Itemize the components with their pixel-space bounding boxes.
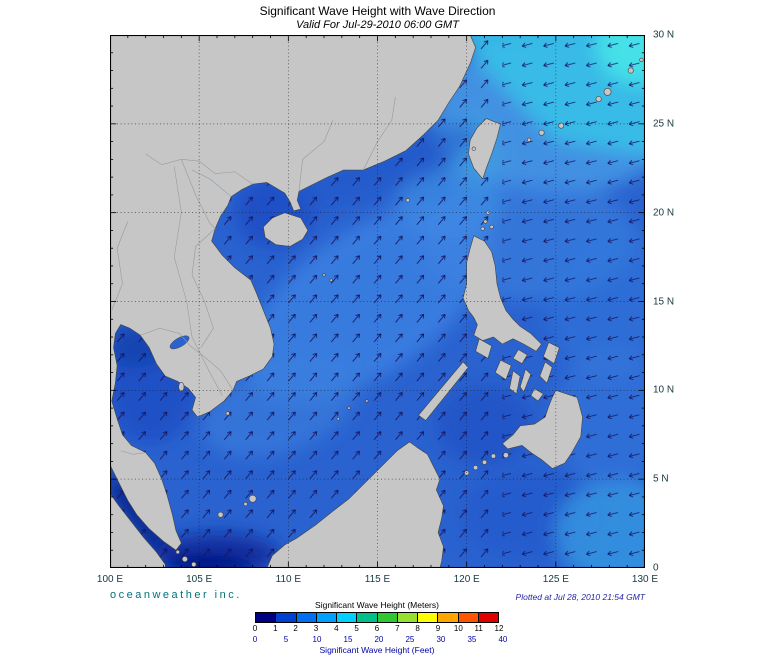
- feet-tick: 35: [467, 635, 477, 644]
- island-taiwan: [468, 118, 501, 180]
- meters-tick: 8: [415, 624, 420, 633]
- meters-tick: 7: [395, 624, 400, 633]
- legend-meters-label: Significant Wave Height (Meters): [315, 600, 439, 610]
- island-negros: [509, 370, 521, 395]
- island-samar: [543, 342, 560, 364]
- plot-frame: [110, 35, 645, 568]
- feet-tick: 20: [374, 635, 384, 644]
- feet-tick: 40: [498, 635, 508, 644]
- y-tick-label: 10 N: [653, 384, 675, 396]
- meters-tick: 11: [474, 624, 483, 633]
- feet-tick: 10: [312, 635, 322, 644]
- colorbar-segment: [397, 613, 418, 622]
- colorbar-segment: [418, 613, 439, 622]
- wave-map: [110, 35, 645, 568]
- feet-tick: 25: [405, 635, 415, 644]
- colorbar-segment: [296, 613, 317, 622]
- meters-tick: 2: [293, 624, 298, 633]
- island-luzon: [462, 235, 542, 352]
- chart-subtitle: Valid For Jul-29-2010 06:00 GMT: [296, 19, 459, 31]
- x-tick-label: 100 E: [96, 574, 124, 585]
- oceanweather-credit: oceanweather inc.: [110, 589, 242, 601]
- feet-tick: 5: [283, 635, 289, 644]
- island-cebu: [519, 368, 532, 393]
- meters-tick: 3: [313, 624, 319, 633]
- landmass-mainland-asia: [110, 35, 476, 551]
- meters-tick: 4: [334, 624, 339, 633]
- island-mindanao: [502, 390, 583, 469]
- y-tick-label: 30 N: [653, 29, 675, 41]
- meters-tick: 12: [494, 624, 504, 633]
- feet-tick: 15: [343, 635, 353, 644]
- island-borneo: [266, 441, 444, 568]
- y-tick-label: 25 N: [653, 118, 675, 130]
- colorbar-segment: [316, 613, 337, 622]
- colorbar-segment: [276, 613, 297, 622]
- plotted-timestamp: Plotted at Jul 28, 2010 21:54 GMT: [515, 592, 645, 602]
- x-tick-label: 115 E: [364, 574, 391, 585]
- legend-feet-label: Significant Wave Height (Feet): [319, 645, 435, 655]
- meters-tick: 9: [435, 624, 441, 633]
- y-tick-label: 20 N: [653, 207, 675, 219]
- y-tick-label: 5 N: [653, 473, 669, 485]
- island-panay: [494, 359, 512, 380]
- colorbar-segment: [256, 613, 277, 622]
- legend-meters-ticks: 0 1 2 3 4 5 6 7 8 9 10 11 12: [252, 624, 504, 633]
- colorbar-segment: [458, 613, 479, 622]
- chart-title: Significant Wave Height with Wave Direct…: [259, 4, 496, 18]
- x-tick-label: 120 E: [453, 574, 480, 585]
- island-mindoro: [475, 338, 492, 359]
- legend: Significant Wave Height (Meters) 0 1 2 3…: [252, 600, 515, 655]
- feet-tick: 0: [252, 635, 258, 644]
- legend-colorbar: [255, 612, 499, 623]
- colorbar-segment: [438, 613, 459, 622]
- y-tick-label: 15 N: [653, 296, 675, 307]
- x-tick-label: 105 E: [186, 574, 213, 585]
- island-hainan: [263, 212, 309, 247]
- rivers: [173, 166, 232, 396]
- island-bohol: [530, 388, 544, 402]
- small-islands: [175, 57, 644, 567]
- y-tick-label: 0: [653, 562, 659, 574]
- landmasses: [110, 35, 644, 568]
- island-leyte: [539, 361, 553, 384]
- meters-tick: 10: [453, 624, 463, 633]
- meters-tick: 0: [252, 624, 258, 633]
- island-masbate: [512, 349, 528, 364]
- longitude-axis: 100 E 105 E 110 E 115 E 120 E 125 E 130 …: [97, 574, 658, 588]
- colorbar-segment: [478, 613, 498, 622]
- meters-tick: 5: [354, 624, 359, 633]
- meters-tick: 1: [273, 624, 278, 633]
- feet-tick: 30: [436, 635, 446, 644]
- x-tick-label: 130 E: [631, 574, 659, 585]
- island-sumatra: [110, 493, 166, 568]
- colorbar-segment: [337, 613, 358, 622]
- country-borders: [111, 97, 396, 455]
- x-tick-label: 110 E: [275, 574, 302, 585]
- colorbar-segment: [357, 613, 378, 622]
- graticule-grid: [110, 35, 645, 568]
- title-block: Significant Wave Height with Wave Direct…: [110, 4, 645, 31]
- legend-feet-ticks: 0 5 10 15 20 25 30 35 40: [252, 635, 508, 644]
- latitude-axis: 30 N 25 N 20 N 15 N 10 N 5 N 0: [653, 30, 698, 574]
- meters-tick: 6: [374, 624, 380, 633]
- x-tick-label: 125 E: [542, 574, 569, 585]
- colorbar-segment: [377, 613, 398, 622]
